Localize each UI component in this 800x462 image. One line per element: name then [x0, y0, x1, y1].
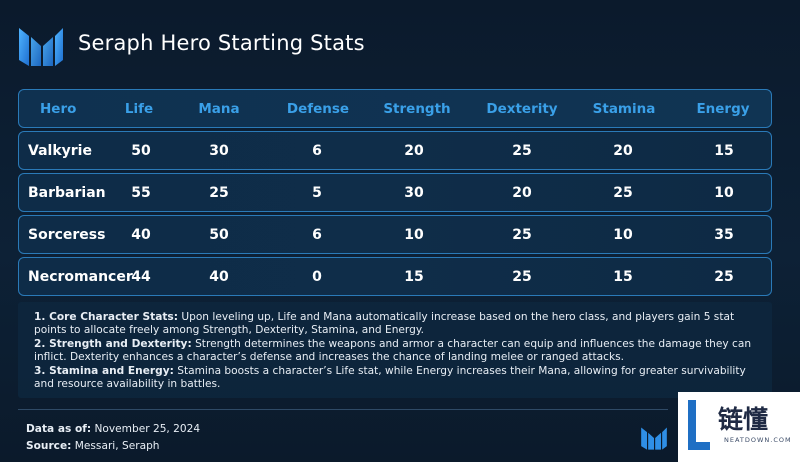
defense-value: 6 [312, 142, 322, 159]
table-row: Barbarian 55 25 5 30 20 25 10 [18, 173, 772, 212]
note-heading: 1. Core Character Stats: [34, 311, 178, 323]
stamina-value: 25 [613, 184, 633, 201]
note-item: 2. Strength and Dexterity: Strength dete… [34, 338, 758, 365]
dexterity-value: 20 [512, 184, 532, 201]
table-row: Necromancer 44 40 0 15 25 15 25 [18, 257, 772, 296]
strength-value: 15 [404, 268, 424, 285]
table-header-row: Hero Life Mana Defense Strength Dexterit… [18, 89, 772, 128]
note-text: Upon leveling up, Life and Mana automati… [34, 311, 735, 337]
mana-value: 50 [209, 226, 229, 243]
stamina-value: 20 [613, 142, 633, 159]
strength-value: 10 [404, 226, 424, 243]
life-value: 55 [131, 184, 151, 201]
energy-value: 35 [714, 226, 734, 243]
footer-divider [18, 409, 668, 410]
watermark-text: 链懂 [718, 405, 769, 434]
note-heading: 2. Strength and Dexterity: [34, 337, 192, 350]
watermark: 链懂 NEATDOWN.COM [678, 392, 800, 462]
seraph-small-logo-icon [641, 427, 667, 450]
energy-value: 15 [714, 142, 734, 159]
life-value: 40 [131, 226, 151, 243]
defense-value: 5 [312, 184, 322, 201]
header-stamina: Stamina [592, 100, 656, 117]
header-energy: Energy [696, 100, 750, 117]
hero-name: Barbarian [28, 184, 106, 201]
watermark-l-icon [688, 400, 710, 450]
life-value: 44 [131, 268, 151, 285]
header-mana: Mana [198, 100, 240, 117]
footer-date: Data as of: November 25, 2024 [26, 423, 200, 435]
hero-name: Valkyrie [28, 142, 92, 159]
mana-value: 30 [209, 142, 229, 159]
note-item: 3. Stamina and Energy: Stamina boosts a … [34, 365, 758, 392]
notes-box: 1. Core Character Stats: Upon leveling u… [18, 302, 772, 398]
header-hero: Hero [40, 100, 77, 117]
note-text: Stamina boosts a character’s Life stat, … [34, 364, 746, 391]
hero-name: Necromancer [28, 268, 133, 285]
footer-source: Source: Messari, Seraph [26, 440, 160, 452]
header-dexterity: Dexterity [486, 100, 558, 117]
source-value: Messari, Seraph [71, 440, 160, 452]
energy-value: 25 [714, 268, 734, 285]
date-label: Data as of: [26, 423, 92, 435]
header-defense: Defense [286, 100, 350, 117]
mana-value: 40 [209, 268, 229, 285]
life-value: 50 [131, 142, 151, 159]
note-item: 1. Core Character Stats: Upon leveling u… [34, 311, 758, 338]
strength-value: 30 [404, 184, 424, 201]
stamina-value: 10 [613, 226, 633, 243]
strength-value: 20 [404, 142, 424, 159]
table-row: Sorceress 40 50 6 10 25 10 35 [18, 215, 772, 254]
date-value: November 25, 2024 [91, 423, 201, 435]
header-life: Life [124, 100, 154, 117]
table-row: Valkyrie 50 30 6 20 25 20 15 [18, 131, 772, 170]
hero-name: Sorceress [28, 226, 106, 243]
defense-value: 6 [312, 226, 322, 243]
mana-value: 25 [209, 184, 229, 201]
dexterity-value: 25 [512, 226, 532, 243]
stamina-value: 15 [613, 268, 633, 285]
energy-value: 10 [714, 184, 734, 201]
source-label: Source: [26, 440, 72, 452]
note-heading: 3. Stamina and Energy: [34, 364, 174, 377]
page-title: Seraph Hero Starting Stats [78, 31, 365, 55]
note-text: Strength determines the weapons and armo… [34, 337, 752, 364]
header-strength: Strength [383, 100, 451, 117]
defense-value: 0 [312, 268, 322, 285]
seraph-logo-icon [19, 28, 63, 66]
dexterity-value: 25 [512, 142, 532, 159]
stats-table: Hero Life Mana Defense Strength Dexterit… [18, 89, 772, 299]
dexterity-value: 25 [512, 268, 532, 285]
watermark-subtext: NEATDOWN.COM [724, 436, 792, 444]
